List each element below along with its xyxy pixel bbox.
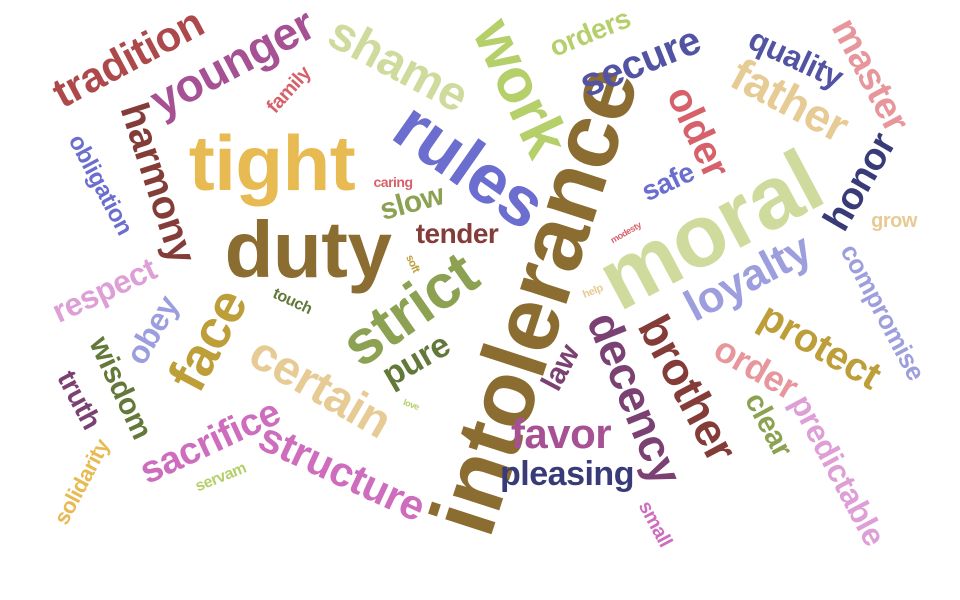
word-duty: duty	[224, 205, 392, 294]
word-small: small	[633, 497, 677, 551]
word-favor: favor	[510, 410, 612, 457]
word-predictable: predictable	[783, 388, 893, 552]
word-caring: caring	[373, 174, 413, 190]
word-family: family	[262, 62, 316, 118]
word-pleasing: pleasing	[500, 455, 634, 493]
word-grow: grow	[871, 210, 917, 232]
word-face: face	[156, 279, 260, 401]
word-solidarity: solidarity	[48, 434, 115, 529]
word-shame: shame	[319, 6, 477, 124]
word-love: love	[401, 397, 421, 412]
word-tight: tight	[188, 119, 356, 207]
word-tender: tender	[415, 218, 499, 249]
